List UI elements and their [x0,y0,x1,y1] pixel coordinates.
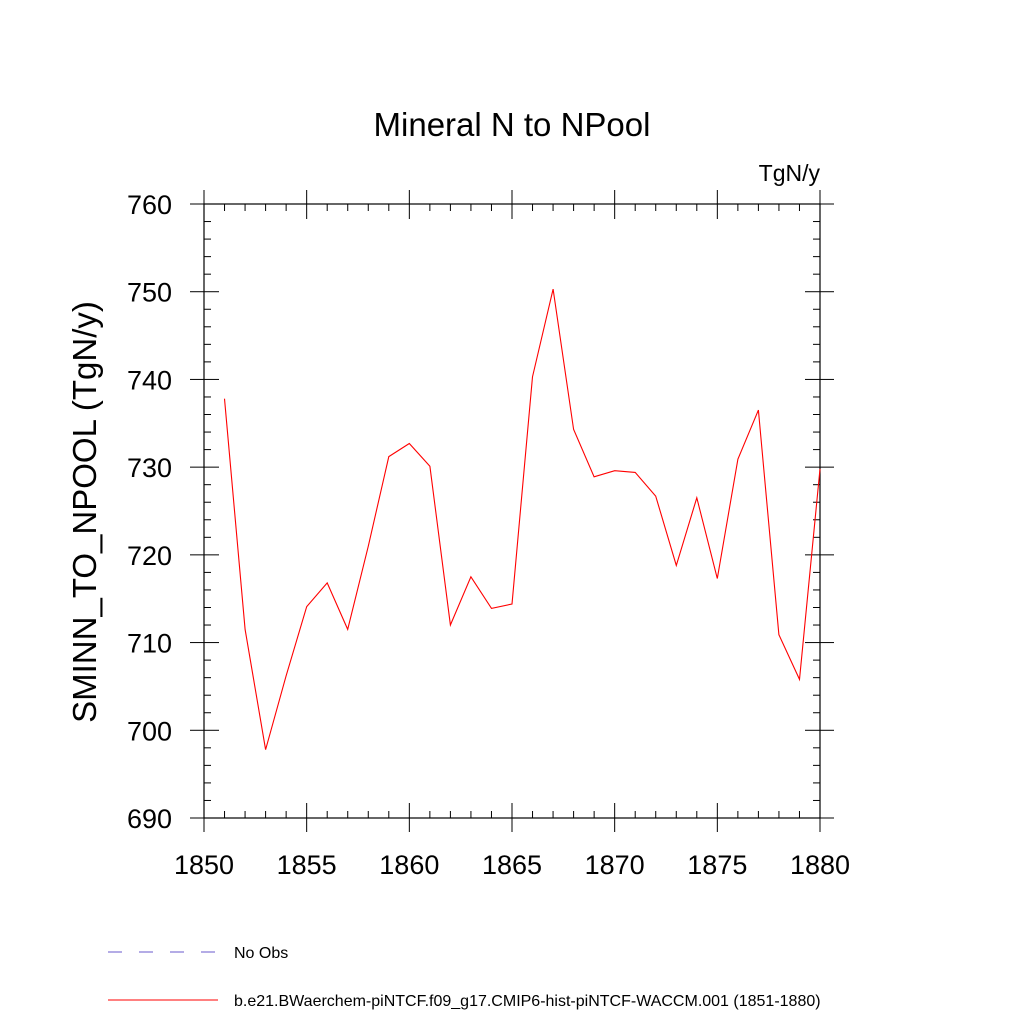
y-axis-label: SMINN_TO_NPOOL (TgN/y) [66,301,103,723]
y-tick-label: 720 [127,541,172,571]
plot-frame [203,203,821,819]
x-tick-label: 1880 [790,850,850,880]
series-line [223,288,821,750]
y-tick-label: 730 [127,453,172,483]
x-tick-label: 1870 [585,850,645,880]
y-tick-label: 710 [127,629,172,659]
legend-label: b.e21.BWaerchem-piNTCF.f09_g17.CMIP6-his… [234,993,821,1010]
x-tick-label: 1850 [174,850,234,880]
axis-ticks [190,190,834,832]
x-tick-label: 1875 [687,850,747,880]
y-tick-label: 740 [127,365,172,395]
legend-label: No Obs [234,945,288,962]
y-tick-label: 760 [127,190,172,220]
x-tick-label: 1855 [277,850,337,880]
x-tick-label: 1860 [379,850,439,880]
legend: No Obs b.e21.BWaerchem-piNTCF.f09_g17.CMI… [108,945,821,1010]
units-label: TgN/y [759,160,821,186]
x-tick-label: 1865 [482,850,542,880]
chart-title: Mineral N to NPool [374,106,651,143]
y-tick-label: 750 [127,278,172,308]
series-layer [223,288,821,750]
y-tick-label: 690 [127,804,172,834]
tick-labels: 1850 1855 1860 1865 1870 1875 1880 690 700 710 720… [127,190,850,880]
y-tick-label: 700 [127,716,172,746]
